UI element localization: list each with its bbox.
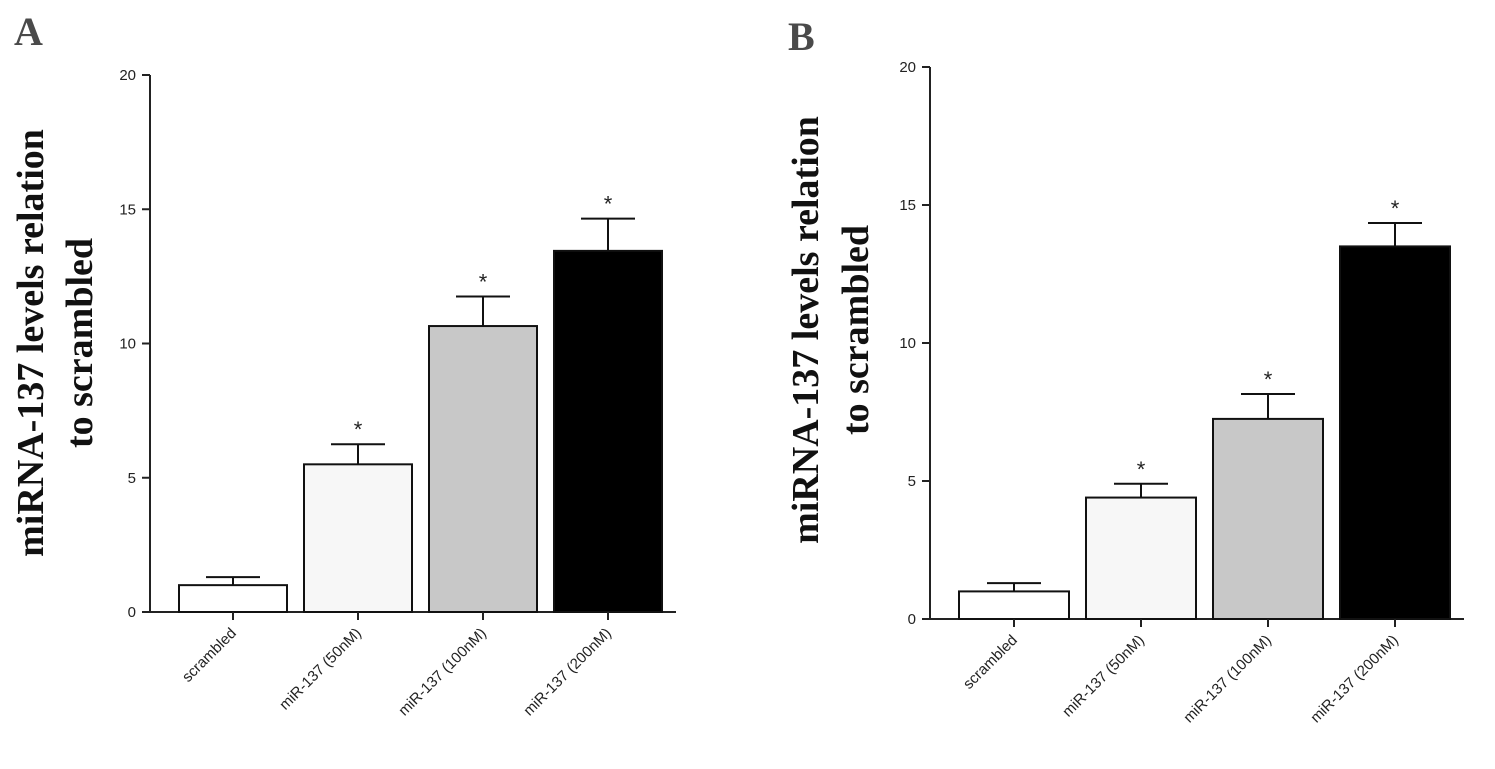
x-tick-label: miR-137 (50nM) (1059, 632, 1148, 721)
bar (303, 463, 413, 614)
y-tick-label: 5 (908, 473, 916, 490)
y-axis-label: miRNA-137 levels relation (10, 129, 52, 557)
significance-star: * (354, 417, 363, 442)
x-tick-label: miR-137 (200nM) (1307, 632, 1402, 727)
bar (1212, 417, 1324, 620)
x-tick-label: miR-137 (100nM) (1180, 632, 1275, 727)
panel-letter: B (788, 14, 815, 59)
y-tick-label: 10 (119, 336, 136, 353)
significance-star: * (1391, 196, 1400, 221)
x-tick-label: scrambled (179, 625, 240, 686)
x-tick-label: miR-137 (50nM) (276, 625, 365, 714)
panel-letter: A (14, 9, 43, 54)
bar (428, 325, 538, 613)
y-tick-label: 0 (908, 611, 916, 628)
bar (1339, 245, 1451, 620)
significance-star: * (604, 192, 613, 217)
y-tick-label: 0 (128, 604, 136, 621)
y-tick-label: 10 (899, 335, 916, 352)
y-tick-label: 20 (119, 67, 136, 84)
y-tick-label: 15 (119, 201, 136, 218)
bar (958, 590, 1070, 621)
y-tick-label: 15 (899, 197, 916, 214)
x-tick-label: scrambled (960, 632, 1021, 693)
bar (1085, 496, 1197, 620)
x-tick-label: miR-137 (200nM) (520, 625, 615, 720)
significance-star: * (479, 270, 488, 295)
bar (178, 584, 288, 614)
y-axis-label-line-2: to scrambled (59, 238, 101, 448)
significance-star: * (1137, 457, 1146, 482)
y-tick-label: 20 (899, 59, 916, 76)
y-tick-label: 5 (128, 470, 136, 487)
bar (553, 249, 663, 613)
x-tick-label: miR-137 (100nM) (395, 625, 490, 720)
significance-star: * (1264, 367, 1273, 392)
y-axis-label: miRNA-137 levels relation (785, 116, 827, 544)
y-axis-label-line-2: to scrambled (835, 225, 877, 435)
